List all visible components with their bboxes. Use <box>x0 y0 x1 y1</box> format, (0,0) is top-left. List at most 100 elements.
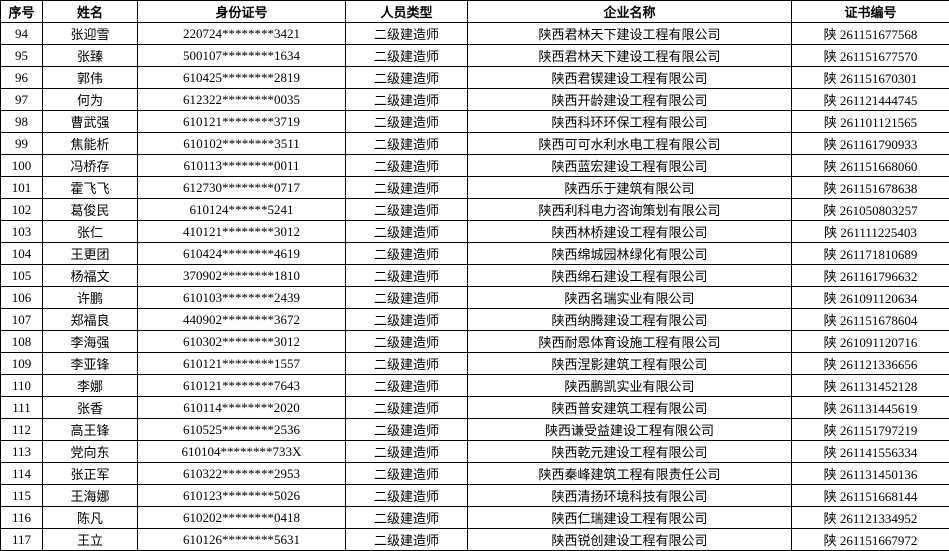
cell-name: 陈凡 <box>43 507 138 529</box>
table-row: 97何为612322********0035二级建造师陕西开龄建设工程有限公司陕… <box>1 89 949 111</box>
cell-type: 二级建造师 <box>346 23 468 45</box>
table-row: 100冯桥存610113********0011二级建造师陕西蓝宏建设工程有限公… <box>1 155 949 177</box>
cell-cert: 陕 261151797219 <box>792 419 949 441</box>
cell-type: 二级建造师 <box>346 133 468 155</box>
cell-type: 二级建造师 <box>346 507 468 529</box>
cell-seq: 101 <box>1 177 43 199</box>
header-row: 序号 姓名 身份证号 人员类型 企业名称 证书编号 <box>1 1 949 23</box>
cell-type: 二级建造师 <box>346 331 468 353</box>
cell-company: 陕西涅影建筑工程有限公司 <box>468 353 792 375</box>
table-row: 109李亚锋610121********1557二级建造师陕西涅影建筑工程有限公… <box>1 353 949 375</box>
cell-company: 陕西开龄建设工程有限公司 <box>468 89 792 111</box>
cell-company: 陕西秦峰建筑工程有限责任公司 <box>468 463 792 485</box>
cell-type: 二级建造师 <box>346 221 468 243</box>
header-seq: 序号 <box>1 1 43 23</box>
table-row: 114张正军610322********2953二级建造师陕西秦峰建筑工程有限责… <box>1 463 949 485</box>
cell-cert: 陕 261151678604 <box>792 309 949 331</box>
cell-type: 二级建造师 <box>346 485 468 507</box>
cell-id: 610113********0011 <box>138 155 346 177</box>
cell-id: 610424********4619 <box>138 243 346 265</box>
cell-cert: 陕 261121444745 <box>792 89 949 111</box>
table-row: 94张迎雪220724********3421二级建造师陕西君林天下建设工程有限… <box>1 23 949 45</box>
table-row: 111张香610114********2020二级建造师陕西普安建筑工程有限公司… <box>1 397 949 419</box>
cell-id: 610322********2953 <box>138 463 346 485</box>
table-row: 106许鹏610103********2439二级建造师陕西名瑞实业有限公司陕 … <box>1 287 949 309</box>
cell-company: 陕西绵城园林绿化有限公司 <box>468 243 792 265</box>
cell-company: 陕西名瑞实业有限公司 <box>468 287 792 309</box>
cell-type: 二级建造师 <box>346 89 468 111</box>
header-id: 身份证号 <box>138 1 346 23</box>
cell-name: 杨福文 <box>43 265 138 287</box>
cell-company: 陕西蓝宏建设工程有限公司 <box>468 155 792 177</box>
cell-company: 陕西绵石建设工程有限公司 <box>468 265 792 287</box>
cell-name: 王更团 <box>43 243 138 265</box>
cell-type: 二级建造师 <box>346 111 468 133</box>
cell-name: 郑福良 <box>43 309 138 331</box>
cell-seq: 94 <box>1 23 43 45</box>
cell-name: 李娜 <box>43 375 138 397</box>
cell-id: 610102********3511 <box>138 133 346 155</box>
cell-seq: 100 <box>1 155 43 177</box>
cell-company: 陕西谦受益建设工程有限公司 <box>468 419 792 441</box>
cell-id: 612322********0035 <box>138 89 346 111</box>
cell-name: 焦能析 <box>43 133 138 155</box>
cell-type: 二级建造师 <box>346 67 468 89</box>
table-header: 序号 姓名 身份证号 人员类型 企业名称 证书编号 <box>1 1 949 23</box>
cell-name: 许鹏 <box>43 287 138 309</box>
cell-cert: 陕 261151678638 <box>792 177 949 199</box>
cell-name: 李海强 <box>43 331 138 353</box>
cell-company: 陕西普安建筑工程有限公司 <box>468 397 792 419</box>
cell-type: 二级建造师 <box>346 243 468 265</box>
cell-seq: 116 <box>1 507 43 529</box>
cell-cert: 陕 261091120716 <box>792 331 949 353</box>
header-type: 人员类型 <box>346 1 468 23</box>
table-row: 99焦能析610102********3511二级建造师陕西可可水利水电工程有限… <box>1 133 949 155</box>
cell-id: 220724********3421 <box>138 23 346 45</box>
cell-name: 张臻 <box>43 45 138 67</box>
cell-type: 二级建造师 <box>346 397 468 419</box>
cell-seq: 114 <box>1 463 43 485</box>
cell-id: 612730********0717 <box>138 177 346 199</box>
cell-id: 610121********7643 <box>138 375 346 397</box>
cell-company: 陕西利科电力咨询策划有限公司 <box>468 199 792 221</box>
cell-name: 曹武强 <box>43 111 138 133</box>
cell-seq: 103 <box>1 221 43 243</box>
table-row: 107郑福良440902********3672二级建造师陕西纳腾建设工程有限公… <box>1 309 949 331</box>
cell-seq: 106 <box>1 287 43 309</box>
cell-cert: 陕 261151668144 <box>792 485 949 507</box>
table-row: 98曹武强610121********3719二级建造师陕西科环环保工程有限公司… <box>1 111 949 133</box>
cell-name: 党向东 <box>43 441 138 463</box>
table-row: 115王海娜610123********5026二级建造师陕西清扬环境科技有限公… <box>1 485 949 507</box>
cell-id: 610104********733X <box>138 441 346 463</box>
cell-seq: 102 <box>1 199 43 221</box>
cell-seq: 98 <box>1 111 43 133</box>
cell-seq: 108 <box>1 331 43 353</box>
cell-seq: 99 <box>1 133 43 155</box>
cell-cert: 陕 261101121565 <box>792 111 949 133</box>
cell-type: 二级建造师 <box>346 265 468 287</box>
cell-seq: 109 <box>1 353 43 375</box>
cell-type: 二级建造师 <box>346 155 468 177</box>
cell-cert: 陕 261151677568 <box>792 23 949 45</box>
cell-cert: 陕 261151677570 <box>792 45 949 67</box>
cell-name: 张香 <box>43 397 138 419</box>
cell-cert: 陕 261111225403 <box>792 221 949 243</box>
table-row: 96郭伟610425********2819二级建造师陕西君锲建设工程有限公司陕… <box>1 67 949 89</box>
table-body: 94张迎雪220724********3421二级建造师陕西君林天下建设工程有限… <box>1 23 949 551</box>
cell-company: 陕西鹏凯实业有限公司 <box>468 375 792 397</box>
cell-company: 陕西耐恩体育设施工程有限公司 <box>468 331 792 353</box>
cell-id: 610124******5241 <box>138 199 346 221</box>
cell-id: 410121********3012 <box>138 221 346 243</box>
cell-id: 440902********3672 <box>138 309 346 331</box>
table-row: 113党向东610104********733X二级建造师陕西乾元建设工程有限公… <box>1 441 949 463</box>
header-cert: 证书编号 <box>792 1 949 23</box>
cell-company: 陕西君锲建设工程有限公司 <box>468 67 792 89</box>
cell-seq: 110 <box>1 375 43 397</box>
cell-name: 霍飞飞 <box>43 177 138 199</box>
cell-company: 陕西乾元建设工程有限公司 <box>468 441 792 463</box>
table-row: 105杨福文370902********1810二级建造师陕西绵石建设工程有限公… <box>1 265 949 287</box>
cell-name: 葛俊民 <box>43 199 138 221</box>
cell-cert: 陕 261131445619 <box>792 397 949 419</box>
cell-id: 610121********3719 <box>138 111 346 133</box>
cell-cert: 陕 261091120634 <box>792 287 949 309</box>
